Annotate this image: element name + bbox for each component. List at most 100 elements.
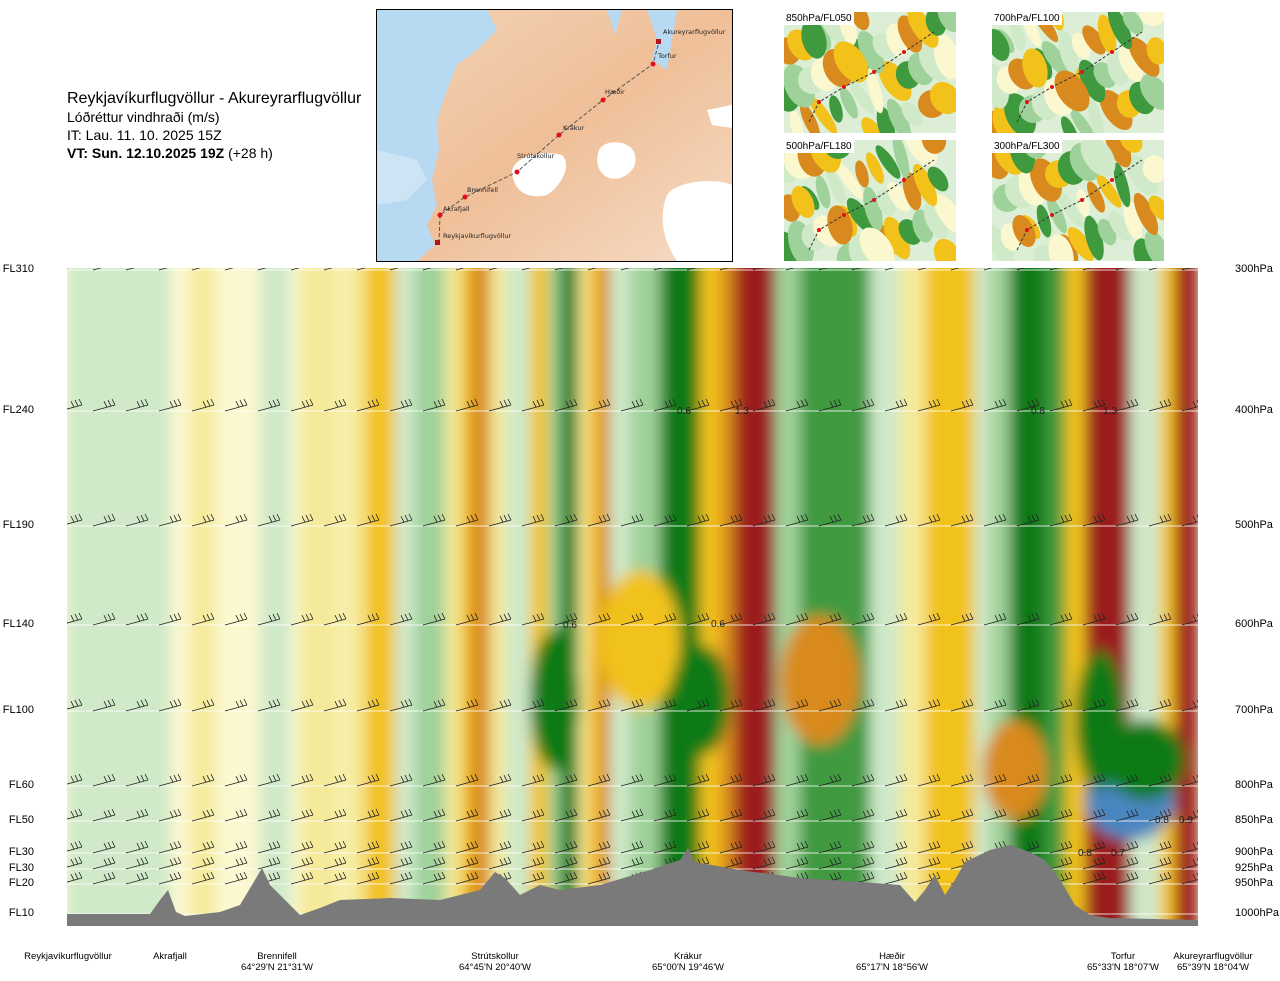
wind-barb <box>356 398 380 412</box>
wind-barb <box>818 773 842 787</box>
location-coord: 65°17'N 18°56'W <box>856 962 928 973</box>
wind-barb <box>125 840 149 854</box>
wind-barb <box>521 698 545 712</box>
wind-barb <box>1016 808 1040 822</box>
wind-barb <box>620 698 644 712</box>
wind-barb <box>224 840 248 854</box>
contour-cell <box>1105 720 1185 800</box>
wind-barb <box>389 773 413 787</box>
thumbnail-map <box>784 140 956 261</box>
flight-level-label: FL100 <box>2 704 34 716</box>
wind-barb <box>1082 773 1106 787</box>
thumbnail-300hpa[interactable]: 300hPa/FL300 <box>992 140 1164 261</box>
wind-barb <box>587 513 611 527</box>
wind-barb <box>686 612 710 626</box>
contour-band <box>700 268 720 926</box>
contour-band <box>975 268 990 926</box>
wind-barb <box>1148 856 1172 870</box>
wind-barb <box>917 513 941 527</box>
flight-level-label: FL60 <box>8 779 34 791</box>
wind-barb <box>356 268 366 271</box>
wind-barb <box>290 268 300 271</box>
contour-band <box>548 268 562 926</box>
wind-barb <box>290 513 314 527</box>
wind-barb <box>1082 398 1106 412</box>
wind-barb <box>554 268 564 271</box>
wind-barb <box>620 856 644 870</box>
flight-level-label: FL50 <box>8 814 34 826</box>
wind-barb <box>67 698 83 710</box>
wind-barb <box>851 856 875 870</box>
pressure-level-label: 1000hPa <box>1235 907 1280 919</box>
wind-barb <box>752 612 776 626</box>
wind-barb <box>290 808 314 822</box>
contour-band <box>345 268 365 926</box>
wind-barb <box>686 808 710 822</box>
contour-band <box>175 268 190 926</box>
wind-barb <box>818 398 842 412</box>
wind-barb <box>554 612 578 626</box>
wind-barb <box>620 513 644 527</box>
wind-barb <box>290 698 314 712</box>
wind-barb <box>686 398 710 412</box>
wind-barb <box>1016 773 1040 787</box>
wind-barb <box>191 808 215 822</box>
wind-barb <box>1115 612 1139 626</box>
thumbnail-500hpa[interactable]: 500hPa/FL180 <box>784 140 956 261</box>
location-label: Akrafjall <box>120 951 220 962</box>
pressure-level-label: 300hPa <box>1235 263 1273 275</box>
wind-barb <box>587 612 611 626</box>
wind-barb <box>620 398 644 412</box>
wind-barb <box>818 698 842 712</box>
wind-barb <box>752 268 762 271</box>
wind-barb <box>1115 871 1139 885</box>
wind-barb <box>884 773 908 787</box>
thumbnail-850hpa[interactable]: 850hPa/FL050 <box>784 12 956 133</box>
location-label: Hæðir 65°17'N 18°56'W <box>842 951 942 973</box>
wind-barb <box>92 268 102 271</box>
contour-band <box>260 268 290 926</box>
wind-barb <box>1148 698 1172 712</box>
wind-barb <box>851 698 875 712</box>
wind-barb <box>950 773 974 787</box>
contour-band <box>505 268 530 926</box>
pressure-level-label: 600hPa <box>1235 618 1273 630</box>
wind-barb <box>884 840 908 854</box>
contour-band <box>395 268 415 926</box>
wind-barb <box>752 513 776 527</box>
wind-barb <box>1148 773 1172 787</box>
wind-barb <box>554 840 578 854</box>
wind-barb <box>257 840 281 854</box>
wind-barb <box>785 268 795 271</box>
wind-barb <box>884 268 894 271</box>
wind-barb <box>1049 398 1073 412</box>
location-name: Reykjavíkurflugvöllur <box>24 951 112 962</box>
wind-barb <box>158 773 182 787</box>
wind-barb <box>818 612 842 626</box>
wind-barb <box>1115 698 1139 712</box>
wind-barb <box>521 398 545 412</box>
wind-barb <box>620 612 644 626</box>
wind-barb <box>752 773 776 787</box>
wind-barb <box>1115 398 1139 412</box>
thumbnail-700hpa[interactable]: 700hPa/FL100 <box>992 12 1164 133</box>
contour-band <box>598 268 610 926</box>
wind-barb <box>389 612 413 626</box>
wind-barb <box>125 808 149 822</box>
wind-barb <box>92 871 116 885</box>
wind-barb <box>587 856 611 870</box>
wind-barb <box>1115 856 1139 870</box>
pressure-level-label: 700hPa <box>1235 704 1273 716</box>
wind-barb <box>257 398 281 412</box>
wind-barb <box>224 773 248 787</box>
wind-barb <box>1181 268 1191 271</box>
wind-barb <box>884 856 908 870</box>
wind-barb <box>125 612 149 626</box>
pressure-level-label: 950hPa <box>1235 877 1273 889</box>
wind-barb <box>950 513 974 527</box>
wind-barb <box>1148 871 1172 885</box>
wind-barb <box>323 513 347 527</box>
wind-barb <box>257 773 281 787</box>
wind-barb <box>752 398 776 412</box>
wind-barb <box>950 398 974 412</box>
